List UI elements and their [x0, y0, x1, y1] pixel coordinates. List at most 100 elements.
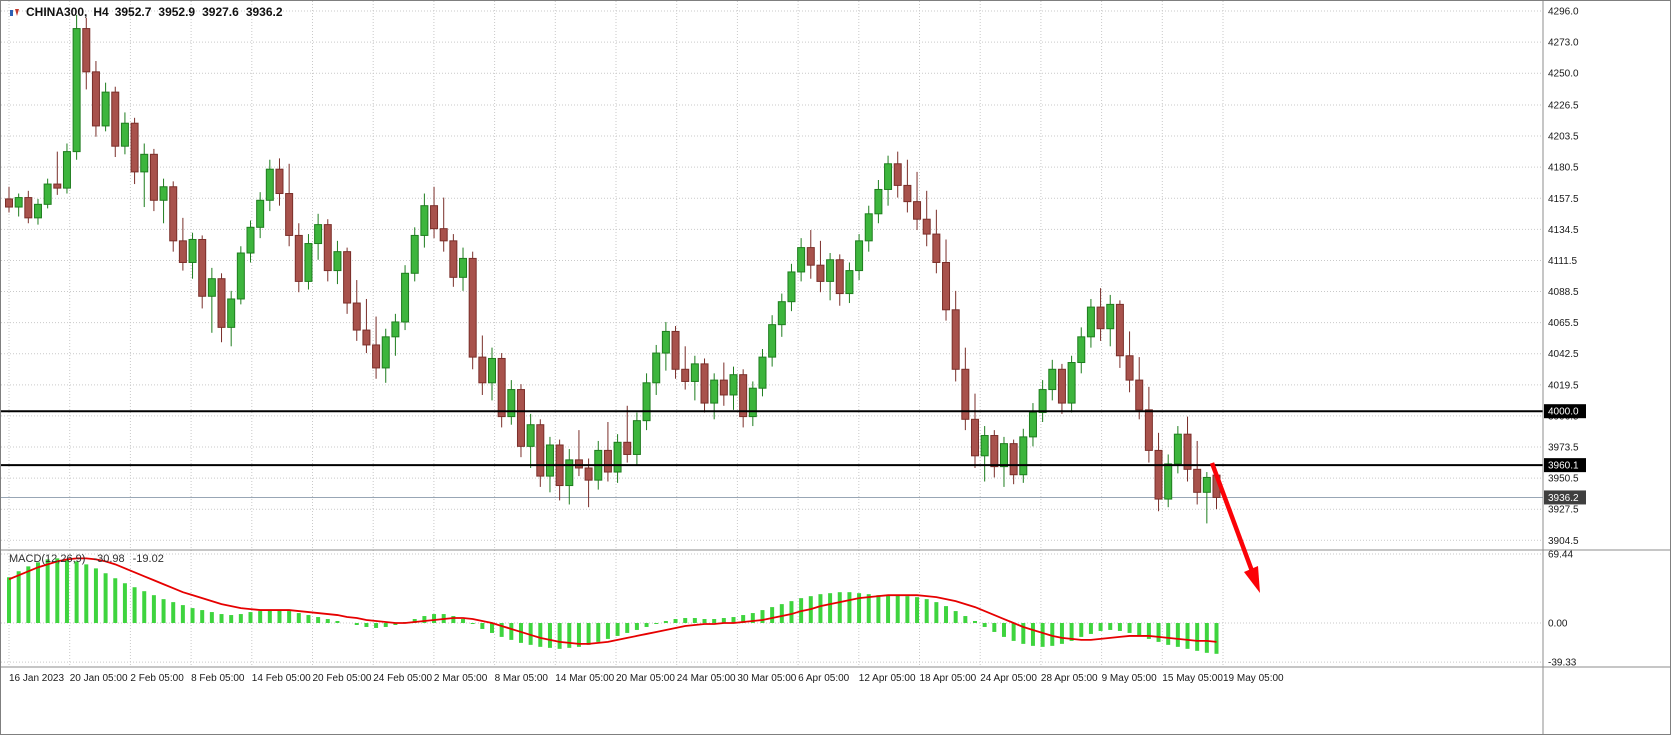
svg-text:4019.5: 4019.5	[1548, 380, 1579, 391]
candle-body	[1173, 433, 1182, 465]
svg-text:24 Feb 05:00: 24 Feb 05:00	[373, 673, 432, 684]
svg-text:20 Mar 05:00: 20 Mar 05:00	[616, 673, 675, 684]
price-tag-3960.1	[1544, 458, 1586, 473]
svg-text:18 Apr 05:00: 18 Apr 05:00	[920, 673, 977, 684]
svg-text:4273.0: 4273.0	[1548, 38, 1579, 49]
candle-body	[217, 278, 226, 328]
svg-text:14 Mar 05:00: 14 Mar 05:00	[555, 673, 614, 684]
candle-body	[748, 387, 757, 418]
candle-body	[816, 264, 825, 282]
candle-body	[758, 356, 767, 389]
svg-text:-39.33: -39.33	[1548, 658, 1577, 669]
candle-body	[497, 357, 506, 418]
candle-body	[1038, 389, 1047, 414]
candle-body	[903, 184, 912, 203]
candle-body	[632, 420, 641, 455]
candle-body	[893, 163, 902, 186]
candle-body	[652, 352, 661, 384]
candle-body	[768, 324, 777, 358]
candle-body	[777, 301, 786, 326]
macd-signal-line	[8, 557, 1217, 645]
candle-body	[739, 374, 748, 418]
macd-label: MACD(12,26,9)	[9, 553, 86, 565]
svg-text:4180.5: 4180.5	[1548, 163, 1579, 174]
svg-text:15 May 05:00: 15 May 05:00	[1162, 673, 1223, 684]
chart-header: CHINA300, H4 3952.7 3952.9 3927.6 3936.2	[9, 5, 283, 19]
candle-body	[1067, 362, 1076, 404]
candle-body	[913, 201, 922, 220]
candle-body	[932, 233, 941, 263]
candlestick-series	[5, 15, 1221, 524]
candle-body	[120, 122, 129, 147]
candle-body	[1096, 306, 1105, 330]
svg-text:4203.5: 4203.5	[1548, 132, 1579, 143]
candle-body	[236, 252, 245, 300]
candle-body	[1144, 409, 1153, 451]
candle-body	[787, 271, 796, 303]
candle-body	[1115, 303, 1124, 357]
candle-body	[352, 302, 361, 331]
candle-body	[797, 247, 806, 273]
candle-body	[526, 424, 535, 447]
price-axis-labels: 4296.0 4273.0 4250.0 4226.5 4203.5 4180.5 4157…	[1548, 7, 1579, 669]
gridlines	[1, 1, 1543, 667]
svg-text:20 Feb 05:00: 20 Feb 05:00	[313, 673, 372, 684]
candle-body	[33, 203, 42, 219]
svg-text:6 Apr 05:00: 6 Apr 05:00	[798, 673, 850, 684]
candle-body	[874, 188, 883, 215]
candle-body	[314, 224, 323, 245]
svg-text:8 Feb 05:00: 8 Feb 05:00	[191, 673, 245, 684]
ohlc-open: 3952.7	[114, 5, 152, 19]
candle-body	[710, 379, 719, 404]
candle-body	[420, 205, 429, 236]
trend-arrow-head[interactable]	[1244, 566, 1260, 593]
svg-text:4111.5: 4111.5	[1548, 256, 1578, 267]
candle-body	[700, 363, 709, 404]
svg-text:4134.5: 4134.5	[1548, 225, 1579, 236]
candle-body	[922, 218, 931, 235]
svg-text:3927.5: 3927.5	[1548, 505, 1579, 516]
candle-body	[516, 389, 525, 447]
candle-body	[1019, 436, 1028, 476]
macd-value-signal: -19.02	[132, 553, 164, 565]
svg-text:28 Apr 05:00: 28 Apr 05:00	[1041, 673, 1098, 684]
candle-body	[91, 71, 100, 127]
candle-body	[275, 168, 284, 195]
candle-body	[1164, 463, 1173, 500]
svg-text:19 May 05:00: 19 May 05:00	[1223, 673, 1284, 684]
candle-body	[410, 234, 419, 274]
candle-body	[82, 28, 91, 73]
chart-period: H4	[93, 5, 109, 19]
candle-body	[343, 251, 352, 304]
macd-value-main: -30.98	[93, 553, 125, 565]
candle-body	[729, 374, 738, 396]
candle-body	[999, 443, 1008, 468]
candle-body	[256, 199, 265, 228]
candle-body	[942, 261, 951, 311]
trend-arrow[interactable]	[1209, 462, 1255, 572]
candle-body	[265, 168, 274, 201]
candle-body	[207, 278, 216, 297]
svg-text:16 Jan 2023: 16 Jan 2023	[9, 673, 64, 684]
candle-body	[642, 382, 651, 422]
candle-body	[1048, 368, 1057, 391]
candle-body	[285, 193, 294, 236]
candle-body	[661, 330, 670, 354]
candle-body	[1106, 303, 1115, 330]
candle-body	[111, 91, 120, 147]
candle-body	[1202, 476, 1211, 493]
candle-body	[62, 151, 71, 189]
candle-body	[188, 238, 197, 263]
candle-body	[719, 379, 728, 396]
price-tag-4000.0	[1544, 404, 1586, 419]
candle-body	[623, 441, 632, 455]
candle-body	[671, 330, 680, 370]
svg-text:4065.5: 4065.5	[1548, 318, 1579, 329]
candle-body	[1086, 306, 1095, 338]
candle-body	[961, 368, 970, 420]
candle-body	[430, 205, 439, 230]
svg-text:3904.5: 3904.5	[1548, 536, 1579, 547]
candle-body	[613, 441, 622, 473]
candle-body	[690, 363, 699, 382]
